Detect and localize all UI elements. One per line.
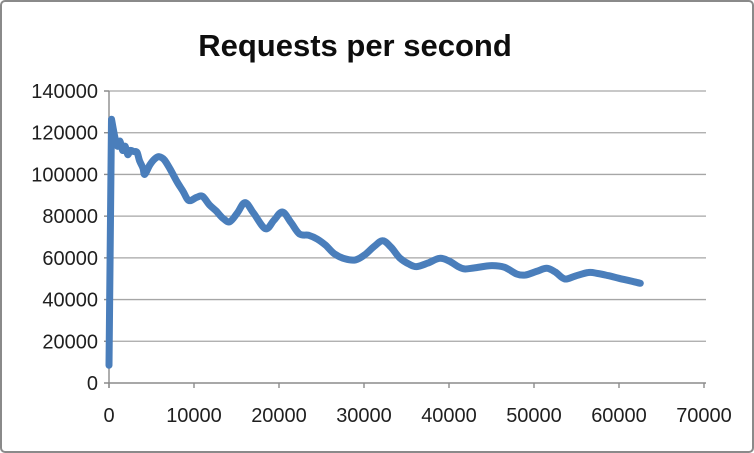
x-tick-label: 60000	[591, 405, 647, 427]
x-tick-label: 70000	[676, 405, 732, 427]
y-tick-label: 80000	[42, 206, 98, 228]
x-tick-label: 0	[103, 405, 114, 427]
y-tick-label: 20000	[42, 331, 98, 353]
y-tick-label: 140000	[31, 81, 98, 103]
x-tick-label: 50000	[506, 405, 562, 427]
chart-title: Requests per second	[198, 28, 512, 63]
y-tick-label: 120000	[31, 123, 98, 145]
series-line	[105, 115, 644, 369]
y-tick-label: 60000	[42, 248, 98, 270]
y-tick-label: 40000	[42, 290, 98, 312]
x-tick-label: 40000	[421, 405, 477, 427]
x-tick-label: 30000	[336, 405, 392, 427]
y-tick-label: 0	[87, 373, 98, 395]
y-tick-label: 100000	[31, 164, 98, 186]
x-tick-label: 10000	[166, 405, 222, 427]
x-tick-label: 20000	[251, 405, 307, 427]
